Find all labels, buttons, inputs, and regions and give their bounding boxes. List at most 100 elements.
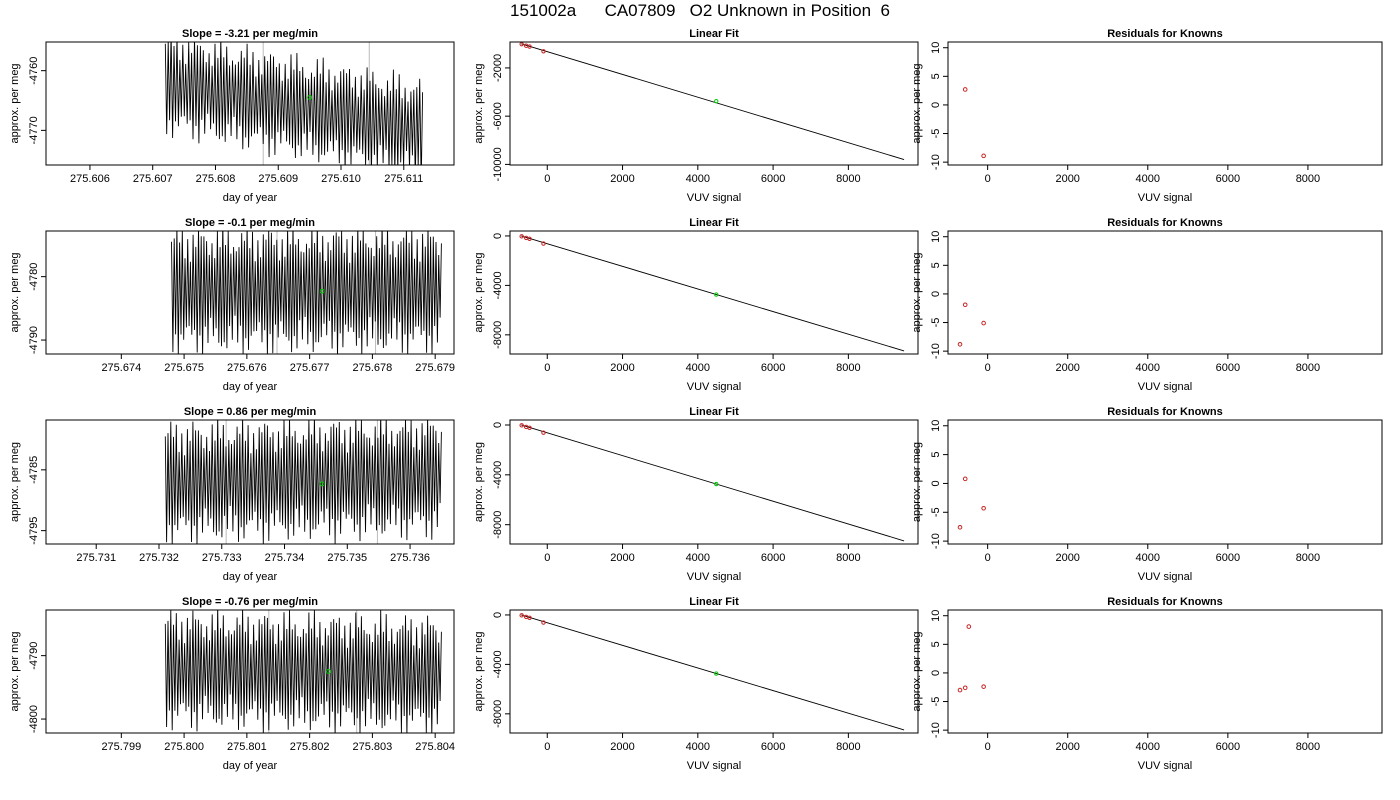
x-axis-label: VUV signal: [1138, 571, 1192, 583]
panel-trace-row-3: 275.731 275.732 275.733 275.734 275.735 275.7…: [9, 406, 455, 583]
x-tick-label: 4000: [686, 552, 710, 564]
x-tick-label: 2000: [610, 173, 634, 185]
residual-point: [957, 341, 963, 347]
plot-frame: [947, 230, 1383, 355]
panel-residuals-row-4: 0 2000 4000 6000 8000 10 5 0 -5 -10 Residuals for …: [911, 596, 1383, 772]
x-tick-label: 6000: [761, 741, 785, 753]
panel-title: Residuals for Knowns: [1107, 406, 1223, 418]
plot-area: [164, 610, 442, 733]
x-axis-label: day of year: [223, 760, 278, 772]
x-tick-label: 275.608: [196, 173, 236, 185]
y-tick-label: 10: [930, 42, 942, 54]
x-tick-label: 275.607: [133, 173, 173, 185]
residual-point: [962, 302, 968, 308]
y-axis-label: approx. per meg: [911, 252, 923, 332]
panel-trace-row-2: 275.674 275.675 275.676 275.677 275.678 275.6…: [9, 217, 455, 393]
y-tick-label: -4800: [28, 705, 40, 733]
x-tick-label: 275.677: [290, 362, 330, 374]
known-point: [541, 620, 546, 625]
run-id: 151002a: [510, 1, 577, 20]
x-tick-label: 6000: [1216, 173, 1240, 185]
trace-line: [164, 42, 424, 165]
trace-line: [164, 420, 442, 544]
plot-frame: [45, 419, 455, 545]
x-tick-label: 275.735: [327, 552, 367, 564]
x-tick-label: 8000: [1296, 173, 1320, 185]
panel-title: Linear Fit: [689, 596, 739, 608]
x-tick-label: 6000: [1216, 741, 1240, 753]
plot-frame: [509, 419, 919, 545]
panel-title: Slope = 0.86 per meg/min: [184, 406, 317, 418]
plot-area: [171, 231, 442, 354]
x-tick-label: 275.676: [227, 362, 267, 374]
x-tick-label: 275.731: [76, 552, 116, 564]
panel-residuals-row-1: 0 2000 4000 6000 8000 10 5 0 -5 -10 Residuals for …: [911, 28, 1383, 204]
panel-title: Linear Fit: [689, 406, 739, 418]
y-tick-label: -6000: [492, 102, 504, 130]
known-point: [527, 425, 532, 431]
known-point: [527, 615, 532, 620]
y-tick-label: -4000: [492, 650, 504, 678]
x-tick-label: 0: [544, 362, 550, 374]
x-tick-label: 4000: [1136, 362, 1160, 374]
unknown-point: [714, 99, 719, 104]
panel-trace-row-4: 275.799 275.800 275.801 275.802 275.803 275.8…: [9, 596, 455, 772]
x-tick-label: 4000: [1136, 173, 1160, 185]
y-tick-label: 0: [930, 291, 942, 297]
x-tick-label: 275.732: [139, 552, 179, 564]
fit-line: [521, 614, 905, 731]
x-tick-label: 275.611: [384, 173, 423, 185]
x-axis-label: VUV signal: [1138, 381, 1192, 393]
residual-point: [966, 624, 972, 629]
trace-line: [164, 610, 442, 733]
x-tick-label: 0: [985, 173, 991, 185]
y-tick-label: -4000: [492, 271, 504, 299]
known-point: [541, 49, 546, 54]
y-tick-label: -8000: [492, 511, 504, 539]
y-tick-label: -4790: [28, 642, 40, 670]
y-axis-label: approx. per meg: [9, 442, 21, 522]
y-tick-label: 10: [930, 420, 942, 432]
x-tick-label: 8000: [836, 741, 860, 753]
plot-area: [957, 302, 986, 347]
x-axis-label: day of year: [223, 192, 278, 204]
x-tick-label: 275.678: [353, 362, 393, 374]
x-tick-label: 8000: [1296, 552, 1320, 564]
x-tick-label: 8000: [836, 552, 860, 564]
y-tick-label: -4790: [28, 326, 40, 354]
y-tick-label: -4780: [28, 263, 40, 291]
plot-area: [164, 420, 442, 544]
y-tick-label: 0: [492, 422, 504, 428]
x-tick-label: 275.802: [290, 741, 330, 753]
y-axis-label: approx. per meg: [473, 252, 485, 332]
panel-fit-row-2: 0 2000 4000 6000 8000 0 -4000 -8000 Linear Fit VU…: [473, 217, 919, 393]
y-tick-label: -8000: [492, 321, 504, 349]
y-tick-label: -5: [930, 507, 942, 517]
unknown-point: [325, 669, 331, 674]
x-tick-label: 275.606: [70, 173, 110, 185]
residual-point: [957, 687, 963, 693]
x-tick-label: 4000: [686, 173, 710, 185]
panel-trace-row-1: 275.606 275.607 275.608 275.609 275.610 275.6…: [9, 28, 455, 204]
residual-point: [981, 153, 986, 159]
plot-area: [519, 423, 905, 542]
x-axis-label: VUV signal: [1138, 192, 1192, 204]
x-axis-label: VUV signal: [687, 571, 741, 583]
y-tick-label: 10: [930, 231, 942, 243]
y-axis-label: approx. per meg: [9, 631, 21, 711]
residual-point: [962, 685, 968, 691]
x-tick-label: 2000: [610, 362, 634, 374]
trace-line: [171, 231, 442, 354]
panel-title: Residuals for Knowns: [1107, 28, 1223, 40]
known-point: [541, 430, 546, 435]
panel-residuals-row-3: 0 2000 4000 6000 8000 10 5 0 -5 -10 Residuals for …: [911, 406, 1383, 583]
y-tick-label: 5: [930, 73, 942, 79]
plot-frame: [947, 41, 1383, 166]
x-tick-label: 2000: [1055, 552, 1079, 564]
panel-title: Slope = -0.1 per meg/min: [185, 217, 315, 229]
y-tick-label: -8000: [492, 700, 504, 728]
y-axis-label: approx. per meg: [473, 63, 485, 143]
y-tick-label: 0: [930, 670, 942, 676]
y-axis-label: approx. per meg: [9, 63, 21, 143]
y-tick-label: -4000: [492, 461, 504, 489]
